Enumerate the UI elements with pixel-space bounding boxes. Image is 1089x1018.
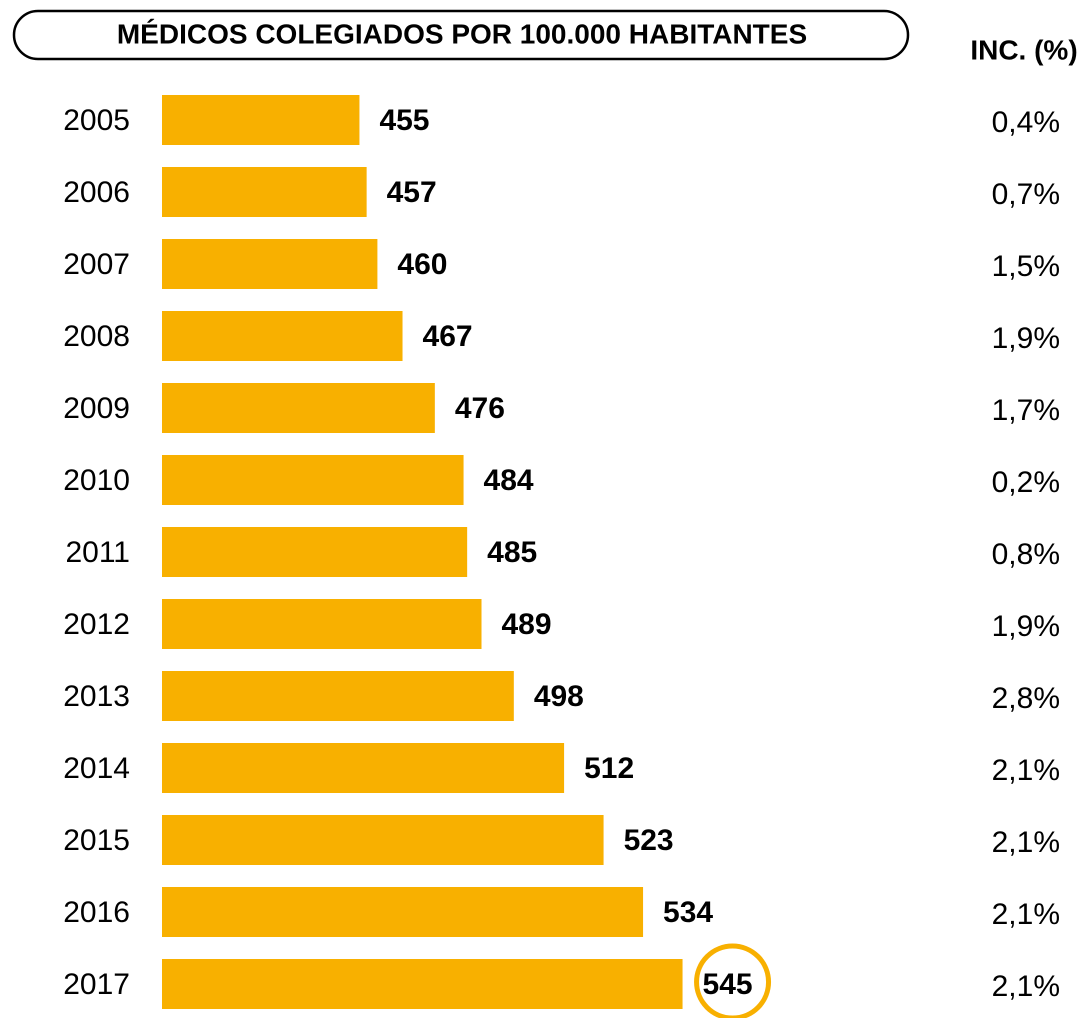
bar <box>162 239 378 289</box>
increment-label: 0,8% <box>992 538 1060 571</box>
value-label: 498 <box>534 680 584 713</box>
y-tick-label: 2008 <box>63 320 130 353</box>
bar <box>162 383 435 433</box>
value-label: 455 <box>379 104 429 137</box>
value-label: 460 <box>397 248 447 281</box>
increment-label: 2,8% <box>992 682 1060 715</box>
bar <box>162 167 367 217</box>
value-label: 534 <box>663 896 713 929</box>
increment-label: 2,1% <box>992 970 1060 1003</box>
y-tick-label: 2016 <box>63 896 130 929</box>
y-tick-label: 2012 <box>63 608 130 641</box>
value-label: 485 <box>487 536 537 569</box>
y-tick-label: 2011 <box>65 536 130 569</box>
value-label: 476 <box>455 392 505 425</box>
bar <box>162 311 403 361</box>
y-tick-label: 2017 <box>63 968 130 1001</box>
value-label: 467 <box>423 320 473 353</box>
increment-label: 0,7% <box>992 178 1060 211</box>
y-tick-label: 2009 <box>63 392 130 425</box>
value-label: 523 <box>624 824 674 857</box>
increment-label: 1,9% <box>992 610 1060 643</box>
increment-label: 2,1% <box>992 898 1060 931</box>
chart-title: MÉDICOS COLEGIADOS POR 100.000 HABITANTE… <box>117 18 807 49</box>
y-tick-label: 2013 <box>63 680 130 713</box>
value-label: 484 <box>484 464 534 497</box>
bar <box>162 95 360 145</box>
value-label: 489 <box>502 608 552 641</box>
y-tick-label: 2006 <box>63 176 130 209</box>
bar <box>162 887 644 937</box>
title-frame <box>12 9 910 61</box>
y-tick-label: 2014 <box>63 752 130 785</box>
increment-label: 1,7% <box>992 394 1060 427</box>
increment-label: 1,5% <box>992 250 1060 283</box>
column-header: INC. (%) <box>970 34 1077 65</box>
increment-label: 2,1% <box>992 826 1060 859</box>
y-tick-label: 2010 <box>63 464 130 497</box>
y-tick-label: 2005 <box>63 104 130 137</box>
increment-label: 2,1% <box>992 754 1060 787</box>
y-tick-label: 2015 <box>63 824 130 857</box>
bar <box>162 743 565 793</box>
y-tick-label: 2007 <box>63 248 130 281</box>
highlight-circle <box>694 943 772 1018</box>
bar <box>162 959 683 1009</box>
bar <box>162 815 604 865</box>
bar <box>162 455 464 505</box>
bar <box>162 527 468 577</box>
increment-label: 0,2% <box>992 466 1060 499</box>
increment-label: 0,4% <box>992 106 1060 139</box>
value-label: 512 <box>584 752 634 785</box>
value-label: 457 <box>387 176 437 209</box>
bar <box>162 671 514 721</box>
value-label: 545 <box>703 968 753 1001</box>
increment-label: 1,9% <box>992 322 1060 355</box>
bar <box>162 599 482 649</box>
